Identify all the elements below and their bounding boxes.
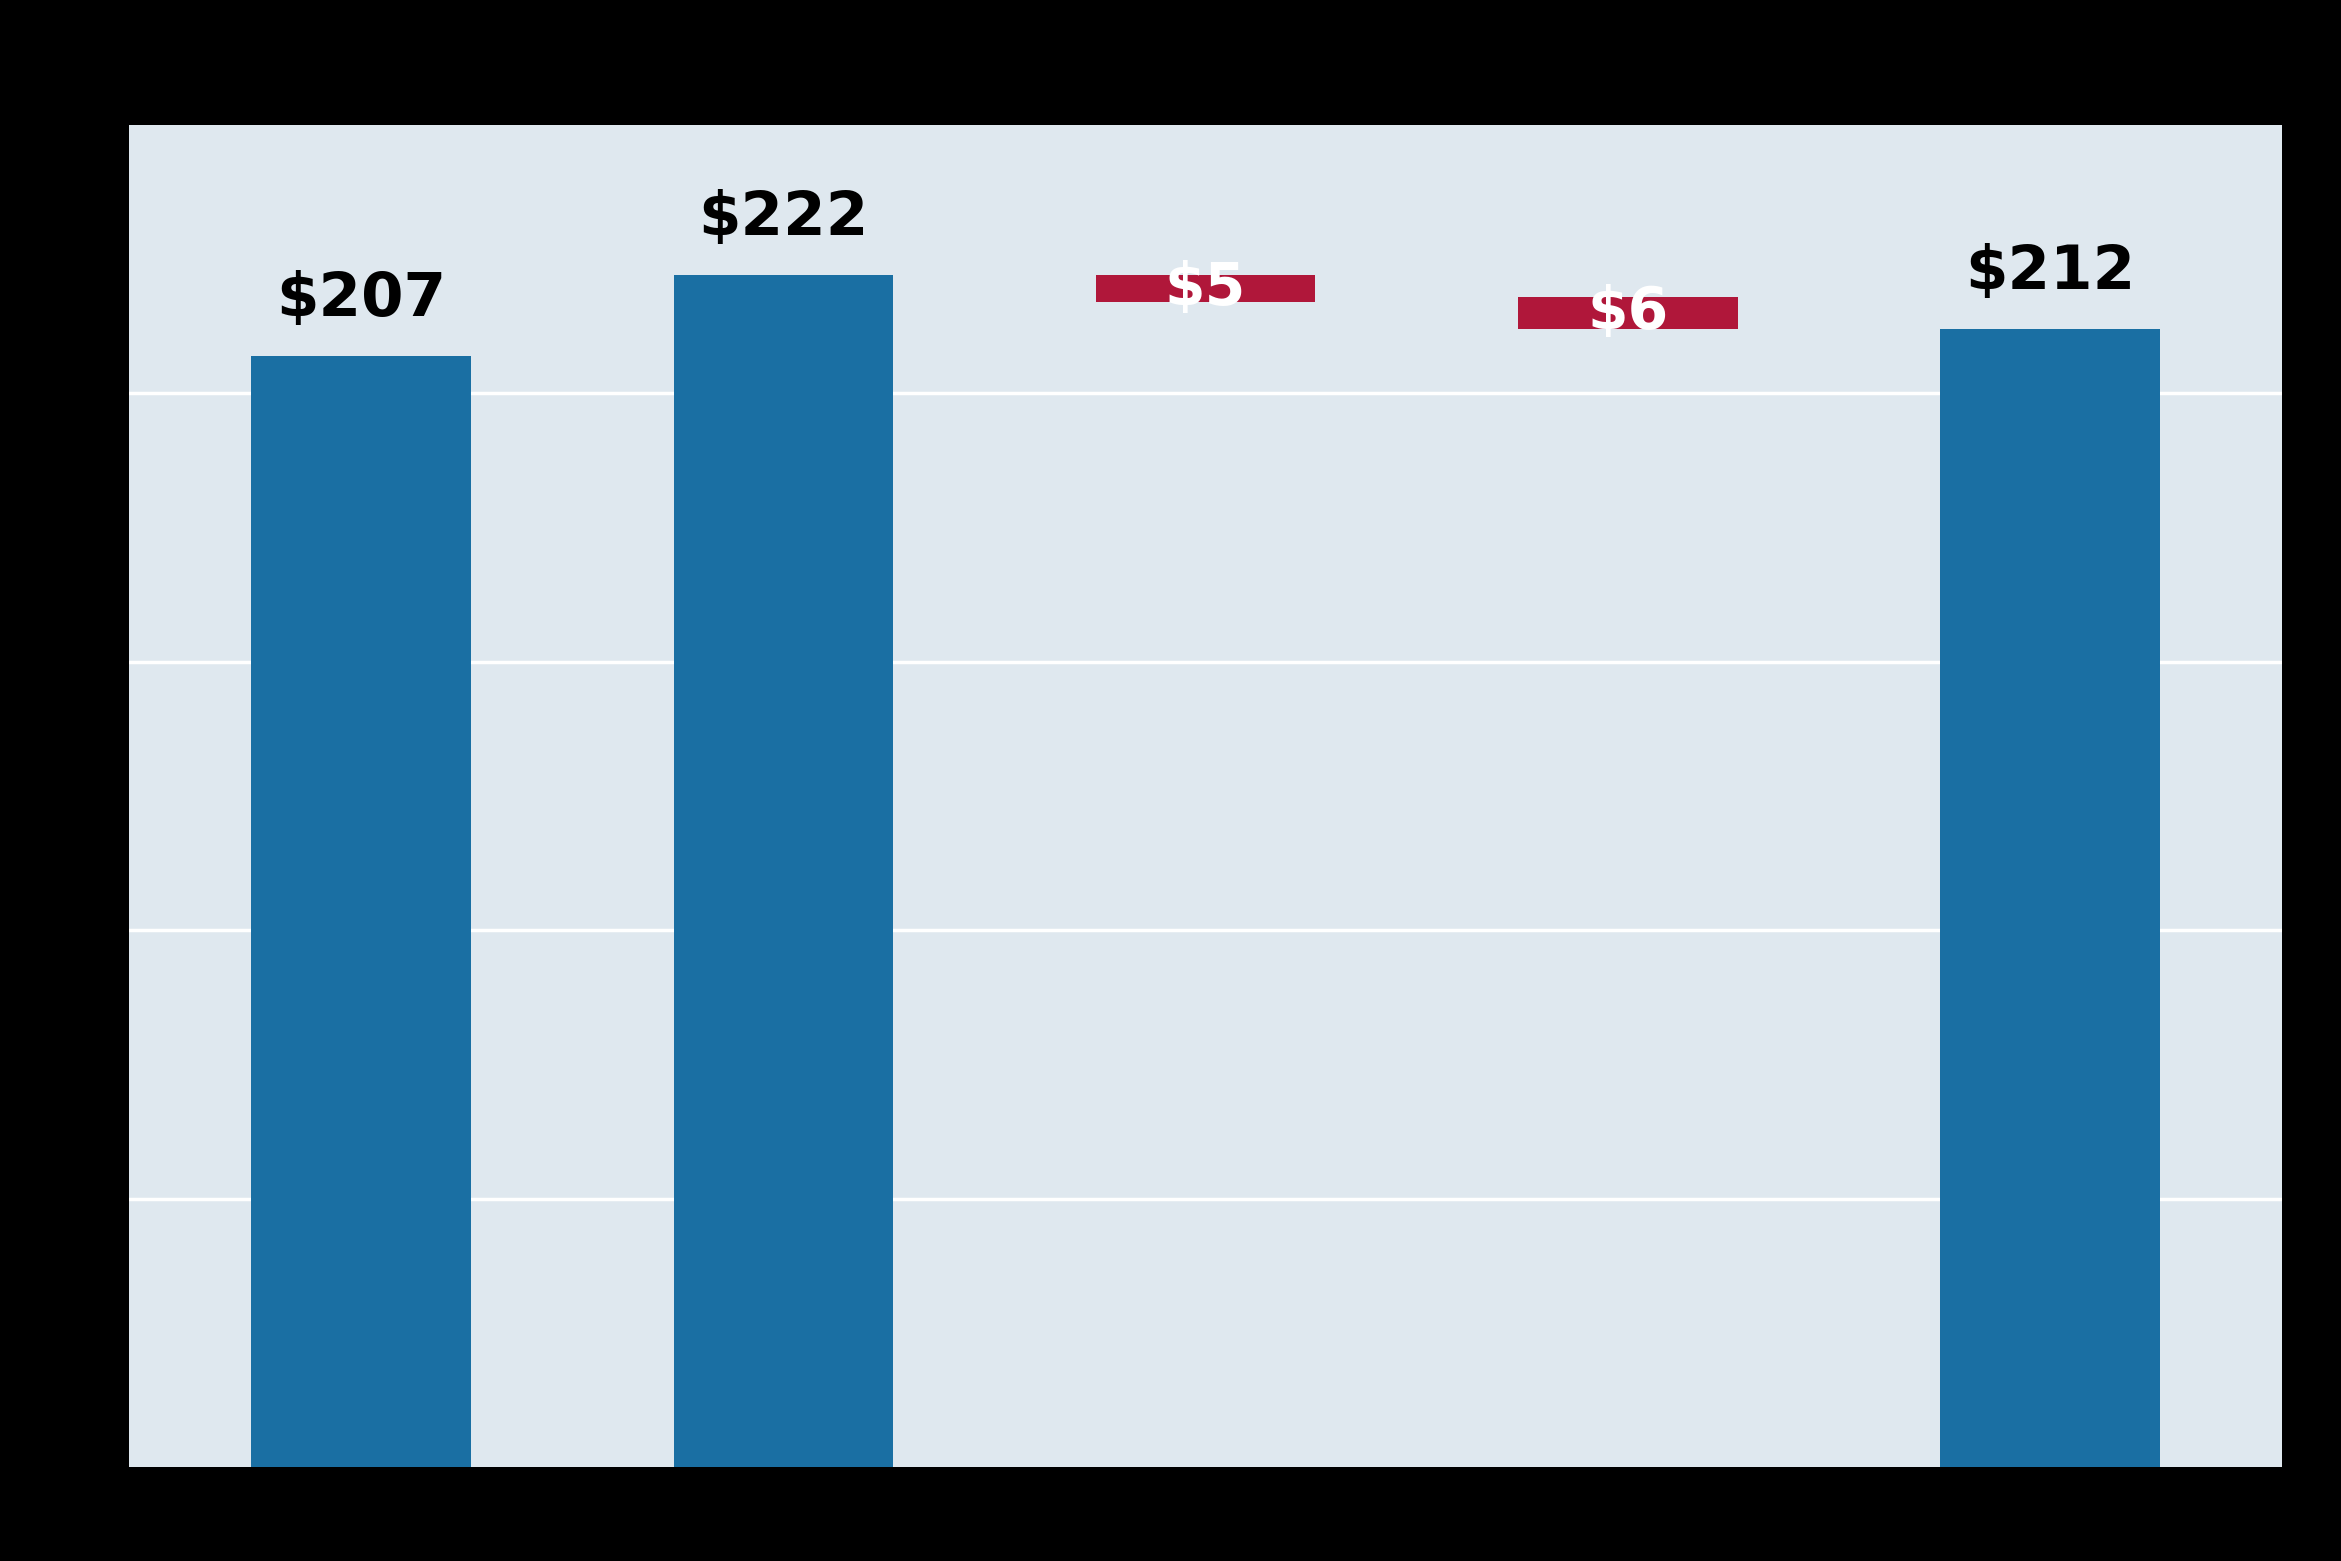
Bar <box>250 356 471 1467</box>
Text: $222: $222 <box>698 189 869 248</box>
Text: $212: $212 <box>1964 244 2135 303</box>
Bar <box>1517 297 1737 329</box>
Text: $5: $5 <box>1166 261 1245 317</box>
Bar <box>1941 329 2161 1467</box>
Bar <box>1096 275 1316 303</box>
Text: $6: $6 <box>1587 284 1669 342</box>
Text: $207: $207 <box>276 270 447 329</box>
Bar <box>674 275 894 1467</box>
